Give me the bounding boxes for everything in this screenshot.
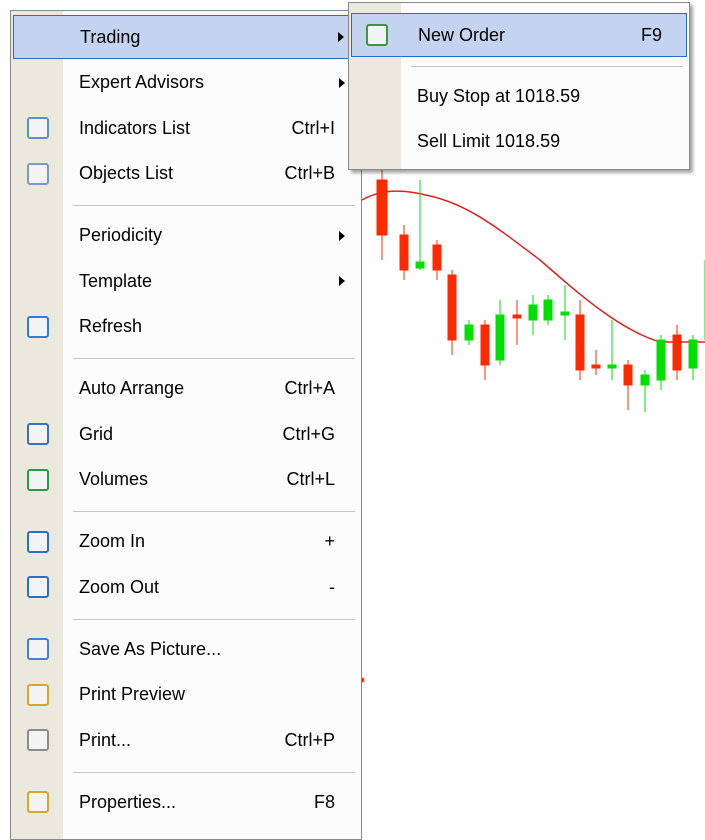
menu-icon xyxy=(27,729,49,751)
menu-item[interactable]: Buy Stop at 1018.59 xyxy=(351,74,687,118)
menu-icon xyxy=(27,683,49,706)
menu-item[interactable]: Template xyxy=(13,259,359,303)
menu-item[interactable]: Refresh xyxy=(13,305,359,349)
menu-item[interactable]: Zoom Out - xyxy=(13,565,359,609)
menu-icon xyxy=(27,791,49,813)
shortcut: Ctrl+L xyxy=(286,469,335,489)
shortcut: + xyxy=(324,531,335,551)
menu-item[interactable]: Grid Ctrl+G xyxy=(13,412,359,456)
bear-candles xyxy=(359,160,682,683)
submenu-arrow xyxy=(339,276,345,286)
item-label: Properties... xyxy=(79,791,177,812)
menu-item[interactable]: Objects List Ctrl+B xyxy=(13,152,359,196)
menu-item[interactable]: Auto Arrange Ctrl+A xyxy=(13,367,359,411)
menu-item[interactable]: Sell Limit 1018.59 xyxy=(351,119,687,163)
menu-item[interactable]: Save As Picture... xyxy=(13,627,359,671)
item-label: Print Preview xyxy=(79,684,186,704)
menu-item[interactable]: Zoom In + xyxy=(13,520,359,564)
menu-icon xyxy=(27,530,49,553)
item-label: New Order xyxy=(418,24,506,45)
shortcut: - xyxy=(329,576,335,597)
item-label: Grid xyxy=(79,423,114,444)
separator xyxy=(73,205,355,207)
menu-item[interactable]: Periodicity xyxy=(13,214,359,258)
menu-icon xyxy=(27,576,49,598)
menu-icon xyxy=(27,423,49,445)
item-label: Buy Stop at 1018.59 xyxy=(417,85,581,106)
menu-icon xyxy=(366,24,388,46)
item-label: Zoom Out xyxy=(79,576,160,597)
item-label: Refresh xyxy=(79,316,143,336)
item-label: Trading xyxy=(80,26,141,47)
separator xyxy=(73,511,355,513)
menu-item[interactable]: Trading xyxy=(13,15,359,59)
submenu-arrow xyxy=(338,32,344,42)
separator xyxy=(73,358,355,360)
item-label: Sell Limit 1018.59 xyxy=(417,130,561,151)
item-label: Template xyxy=(79,270,153,291)
shortcut: F8 xyxy=(313,791,335,812)
item-label: Print... xyxy=(79,729,132,750)
shortcut: Ctrl+P xyxy=(284,729,335,750)
submenu-arrow xyxy=(339,77,345,88)
bull-candles xyxy=(415,180,705,412)
shortcut: Ctrl+A xyxy=(284,378,335,398)
menu-icon xyxy=(27,468,49,491)
item-label: Periodicity xyxy=(79,225,163,245)
shortcut: Ctrl+B xyxy=(284,163,335,183)
menu-icon xyxy=(27,315,49,338)
shortcut: F9 xyxy=(640,24,662,45)
menu-icon xyxy=(27,117,49,139)
shortcut: Ctrl+I xyxy=(291,117,335,138)
submenu-arrow xyxy=(339,230,345,241)
separator xyxy=(73,618,355,620)
menu-icon xyxy=(27,638,49,660)
trading-submenu: New Order F9 Buy Stop at 1018.59 Sell Limit… xyxy=(348,2,690,170)
menu-item[interactable]: Expert Advisors xyxy=(13,61,359,105)
menu-item[interactable]: Print... Ctrl+P xyxy=(13,718,359,762)
item-label: Indicators List xyxy=(79,117,191,138)
item-label: Volumes xyxy=(79,469,149,489)
menu-item[interactable]: New Order F9 xyxy=(351,13,687,57)
item-label: Objects List xyxy=(79,163,174,183)
menu-item[interactable]: Volumes Ctrl+L xyxy=(13,458,359,502)
menu-item[interactable]: Print Preview xyxy=(13,673,359,717)
moving-average xyxy=(361,190,705,343)
menu-item[interactable]: Properties... F8 xyxy=(13,780,359,824)
separator xyxy=(411,66,683,67)
context-menu: Trading Expert Advisors Indicators List Ctr… xyxy=(10,10,362,840)
item-label: Expert Advisors xyxy=(79,72,205,92)
item-label: Save As Picture... xyxy=(79,638,222,659)
separator xyxy=(73,771,355,773)
menu-icon xyxy=(27,162,49,185)
item-label: Zoom In xyxy=(79,531,146,551)
shortcut: Ctrl+G xyxy=(282,423,335,444)
item-label: Auto Arrange xyxy=(79,378,185,398)
menu-item[interactable]: Indicators List Ctrl+I xyxy=(13,106,359,150)
